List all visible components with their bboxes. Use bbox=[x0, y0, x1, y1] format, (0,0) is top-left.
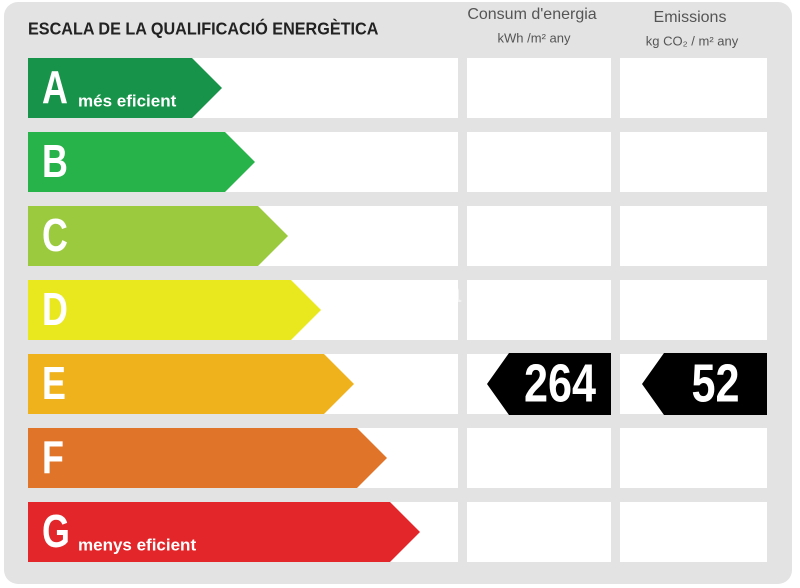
row-cell bbox=[467, 132, 611, 192]
row-cell bbox=[620, 502, 767, 562]
value-label: 264 bbox=[524, 354, 596, 414]
row-cell bbox=[620, 58, 767, 118]
value-arrow bbox=[487, 353, 611, 415]
row-cell bbox=[467, 280, 611, 340]
rating-label: menys eficient bbox=[78, 535, 196, 554]
row-cell bbox=[467, 428, 611, 488]
rating-label: més eficient bbox=[78, 91, 177, 110]
row-cell bbox=[620, 280, 767, 340]
rating-arrow bbox=[28, 502, 420, 562]
rating-letter: C bbox=[42, 210, 68, 261]
column-title: Emissions bbox=[654, 9, 727, 26]
rating-letter: D bbox=[42, 284, 68, 335]
value-label: 52 bbox=[691, 354, 739, 414]
rating-letter: G bbox=[42, 506, 70, 557]
rating-arrow bbox=[28, 428, 387, 488]
watermark: habitaclia bbox=[335, 276, 462, 309]
column-unit: kWh /m² any bbox=[498, 30, 571, 45]
rating-letter: E bbox=[42, 358, 66, 409]
row-cell bbox=[620, 132, 767, 192]
rating-arrow bbox=[28, 354, 354, 414]
row-cell bbox=[467, 206, 611, 266]
row-cell bbox=[467, 58, 611, 118]
rating-arrow bbox=[28, 280, 321, 340]
row-cell bbox=[467, 502, 611, 562]
title: ESCALA DE LA QUALIFICACIÓ ENERGÈTICA bbox=[28, 19, 378, 39]
rating-arrow bbox=[28, 132, 255, 192]
value-arrow bbox=[642, 353, 767, 415]
row-cell bbox=[620, 428, 767, 488]
rating-letter: A bbox=[42, 62, 68, 113]
column-title: Consum d'energia bbox=[467, 6, 596, 23]
rating-letter: B bbox=[42, 136, 68, 187]
column-unit: kg CO₂ / m² any bbox=[646, 33, 739, 48]
rating-letter: F bbox=[42, 432, 64, 483]
row-cell bbox=[620, 206, 767, 266]
rating-arrow bbox=[28, 58, 222, 118]
rating-arrow bbox=[28, 206, 288, 266]
